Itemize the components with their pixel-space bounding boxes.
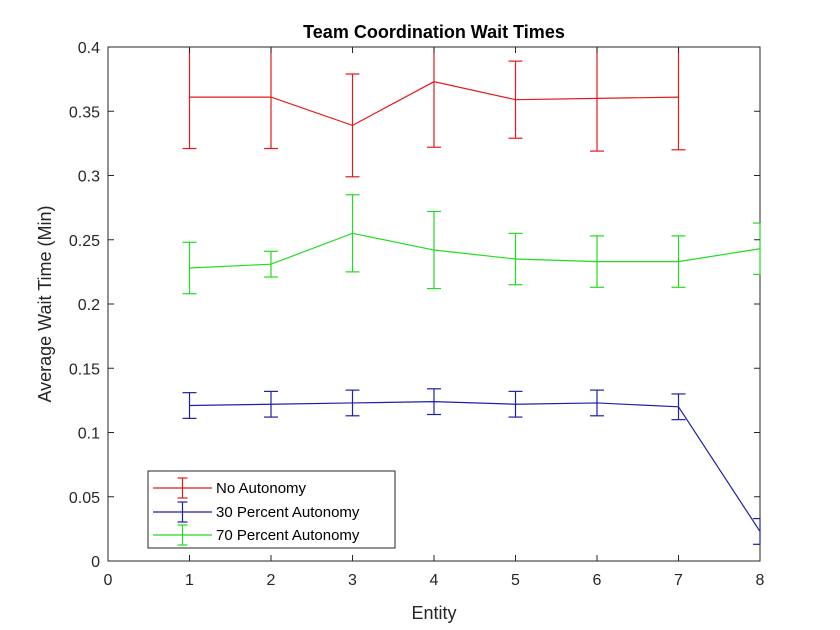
- legend-item: 30 Percent Autonomy: [153, 501, 360, 523]
- x-tick-label: 6: [593, 572, 602, 589]
- legend: No Autonomy 30 Percent Autonomy 70 Percent…: [147, 470, 396, 549]
- y-tick-label: 0: [91, 554, 100, 571]
- y-tick-label: 0.05: [69, 490, 100, 507]
- y-tick-label: 0.15: [69, 361, 100, 378]
- x-axis: 0 1 2 3 4 5 6 7 8: [104, 47, 765, 589]
- series-line: [189, 401, 761, 532]
- series-2: [182, 194, 761, 295]
- x-tick-label: 5: [511, 572, 520, 589]
- y-axis-label: Average Wait Time (Min): [35, 205, 55, 402]
- legend-label: 30 Percent Autonomy: [216, 504, 360, 521]
- y-tick-label: 0.4: [78, 40, 100, 57]
- chart-title: Team Coordination Wait Times: [303, 22, 565, 42]
- series-0: [182, 47, 686, 178]
- x-tick-label: 1: [185, 572, 194, 589]
- x-tick-label: 3: [348, 572, 357, 589]
- legend-item: 70 Percent Autonomy: [153, 524, 360, 546]
- x-tick-label: 2: [267, 572, 276, 589]
- legend-label: No Autonomy: [216, 480, 307, 497]
- x-tick-label: 7: [674, 572, 683, 589]
- y-tick-label: 0.2: [78, 297, 100, 314]
- y-tick-label: 0.25: [69, 233, 100, 250]
- legend-label: 70 Percent Autonomy: [216, 527, 360, 544]
- y-axis: 0 0.05 0.1 0.15 0.2 0.25 0.3 0.35 0.4: [69, 40, 760, 571]
- y-tick-label: 0.1: [78, 426, 100, 443]
- legend-item: No Autonomy: [153, 477, 307, 499]
- x-tick-label: 8: [756, 572, 765, 589]
- legend-box: [147, 470, 396, 549]
- series-group: [182, 47, 761, 545]
- x-axis-label: Entity: [411, 603, 456, 623]
- x-tick-label: 0: [104, 572, 113, 589]
- x-tick-label: 4: [430, 572, 439, 589]
- series-line: [189, 232, 761, 269]
- y-tick-label: 0.35: [69, 104, 100, 121]
- series-1: [182, 388, 761, 545]
- y-tick-label: 0.3: [78, 169, 100, 186]
